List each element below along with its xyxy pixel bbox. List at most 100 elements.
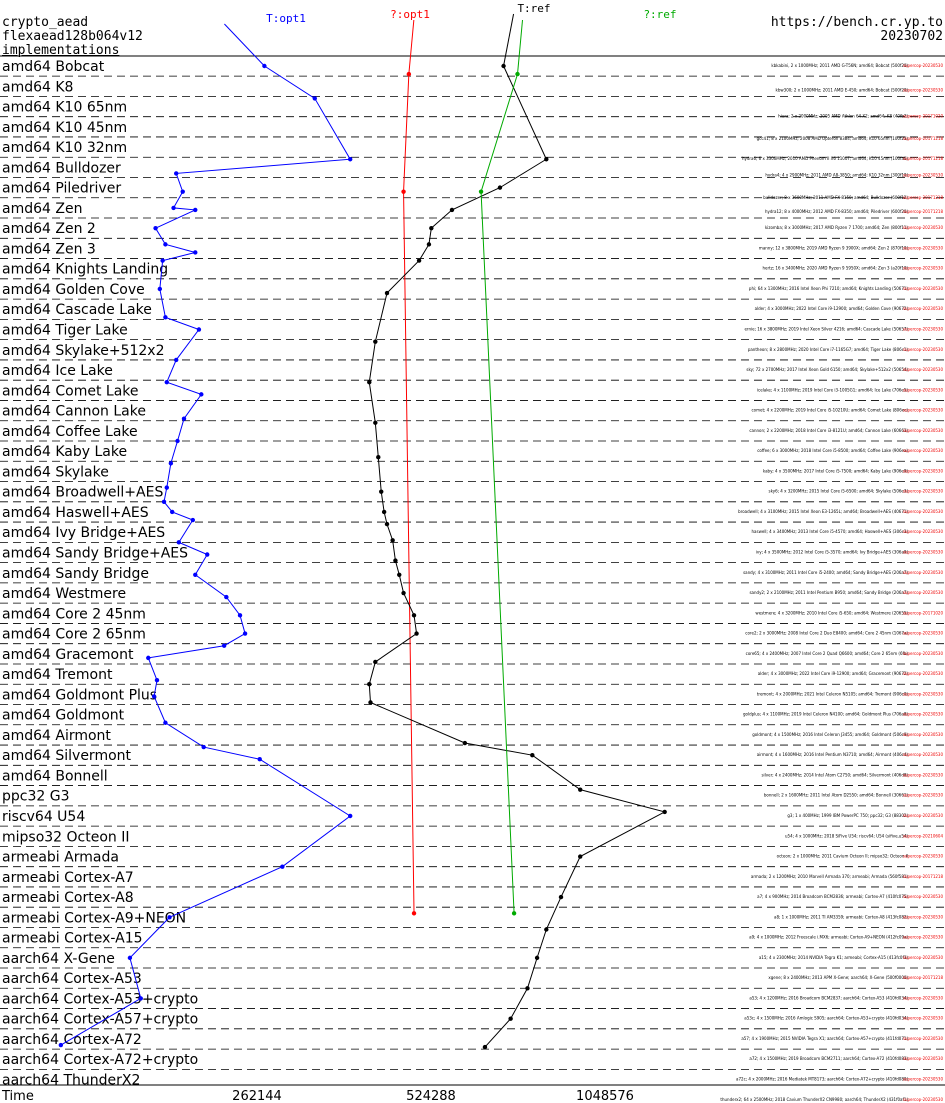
platform-label: amd64 Tremont [2,667,113,683]
x-tick-label: 1048576 [576,1089,634,1103]
data-point [168,461,174,466]
machine-version: supercop-20230530 [903,509,944,514]
platform-label: amd64 Core 2 65nm [2,627,146,643]
machine-description: kizomba; 8 x 3000MHz; 2017 AMD Ryzen 7 1… [765,225,908,230]
data-point [170,509,175,515]
platform-label: amd64 Broadwell+AES [2,485,163,501]
machine-version: supercop-20230530 [903,631,944,636]
platform-label: armeabi Cortex-A8 [2,890,134,906]
data-point [163,720,168,725]
machine-version: supercop-20230530 [903,1056,944,1061]
data-point [193,207,198,213]
data-point [373,659,378,665]
platform-label: amd64 Haswell+AES [2,505,149,521]
x-tick-label: 524288 [406,1089,456,1103]
data-point [161,499,167,505]
data-point [416,258,422,263]
series-label-leader [224,23,265,67]
platform-label: amd64 Airmont [2,728,111,744]
data-point [205,552,210,557]
machine-version: supercop-20230530 [903,172,944,177]
data-point [367,380,372,385]
series-label-leader [503,13,515,67]
machine-version: supercop-20230530 [903,489,944,494]
platform-label: amd64 K10 45nm [2,120,127,136]
machine-description: a72c; 4 x 2000MHz; 2016 Mediatek MT8173;… [736,1077,908,1082]
platform-label: amd64 Goldmont Plus [2,687,157,703]
platform-label: aarch64 X-Gene [2,951,115,967]
machine-version: supercop-20230530 [903,995,944,1000]
machine-version: supercop-20230530 [903,1016,944,1021]
data-point [167,915,172,920]
machine-version: supercop-20230530 [903,712,944,717]
machine-version: supercop-20230530 [903,935,944,940]
data-point [478,189,484,194]
series-line [480,73,518,914]
data-point [390,538,395,543]
data-point [257,757,262,762]
platform-label: amd64 Zen [2,201,82,217]
series-label-leader [517,19,524,75]
machine-description: u54; 4 x 1000MHz; 2018 SiFive U54; riscv… [785,833,908,838]
platform-label: amd64 Golden Cove [2,282,145,298]
machine-version: supercop-20230530 [903,752,944,757]
platform-label: amd64 Tiger Lake [2,323,128,339]
data-point [221,643,227,648]
machine-version: supercop-20230530 [903,266,944,271]
machine-version: supercop-20210604 [903,833,944,838]
platform-label: aarch64 Cortex-A72+crypto [2,1052,198,1068]
platform-label: amd64 Coffee Lake [2,424,138,440]
machine-version: supercop-20171020 [903,114,944,119]
data-point [662,809,667,815]
site-url[interactable]: https://bench.cr.yp.to [770,15,943,30]
machine-description: ivy; 4 x 3500MHz; 2012 Intel Core i5-357… [756,549,909,554]
machine-description: hydra6; 6 x 3300MHz; 2010 AMD Phenom II … [742,156,908,161]
platform-label: amd64 Cascade Lake [2,302,152,318]
machine-version: supercop-20230530 [903,428,944,433]
machine-version: supercop-20230530 [903,245,944,250]
machine-description: airmont; 4 x 1600MHz; 2016 Intel Pentium… [757,752,909,757]
machine-version: supercop-20230530 [903,894,944,899]
platform-label: amd64 Zen 2 [2,221,96,237]
machine-description: gcc41; 8 x 2100MHz; 2008 AMD Opteron 838… [757,136,909,141]
data-point [397,572,402,577]
platform-label: amd64 Bulldozer [2,160,121,176]
series-line [403,74,415,914]
machine-version: supercop-20230530 [903,651,944,656]
machine-version: supercop-20230530 [903,691,944,696]
machine-version: supercop-20171218 [903,975,944,980]
platform-label: ppc32 G3 [2,789,70,805]
data-point [181,416,187,421]
data-point [153,225,158,231]
data-point [224,594,229,600]
data-point [174,171,179,176]
machine-version: supercop-20230530 [903,448,944,453]
machine-description: goldmont; 4 x 1500MHz; 2016 Intel Celero… [752,732,908,737]
data-point [163,315,168,320]
data-point [379,489,384,494]
series-label: ?:ref [643,8,676,21]
data-point [384,290,390,296]
platform-label: amd64 Core 2 45nm [2,606,146,622]
header-right: https://bench.cr.yp.to 20230702 [771,16,943,44]
machine-description: g3; 1 x 400MHz; 1999 IBM PowerPC 750; pp… [787,813,908,818]
data-point [411,911,417,916]
machine-version: supercop-20230530 [903,549,944,554]
machine-description: phi; 64 x 1300MHz; 2016 Intel Xeon Phi 7… [749,286,909,291]
machine-description: thunderx2; 64 x 2500MHz; 2018 Cavium Thu… [720,1097,908,1102]
data-point [163,242,168,247]
platform-label: amd64 K10 65nm [2,100,127,116]
machine-description: octeon; 2 x 1000MHz; 2011 Cavium Octeon … [777,854,908,859]
data-point [164,380,169,385]
platform-label: amd64 Bobcat [2,59,105,75]
platform-label: amd64 Bonnell [2,768,108,784]
x-axis-label: Time [1,1089,34,1103]
machine-version: supercop-20230530 [903,387,944,392]
platform-label: amd64 Zen 3 [2,241,96,257]
data-point [154,677,160,683]
implementations-link[interactable]: implementations [2,43,120,58]
data-point [199,392,204,397]
data-point [151,694,157,699]
platform-label: aarch64 ThunderX2 [2,1073,140,1089]
data-point [401,189,406,194]
